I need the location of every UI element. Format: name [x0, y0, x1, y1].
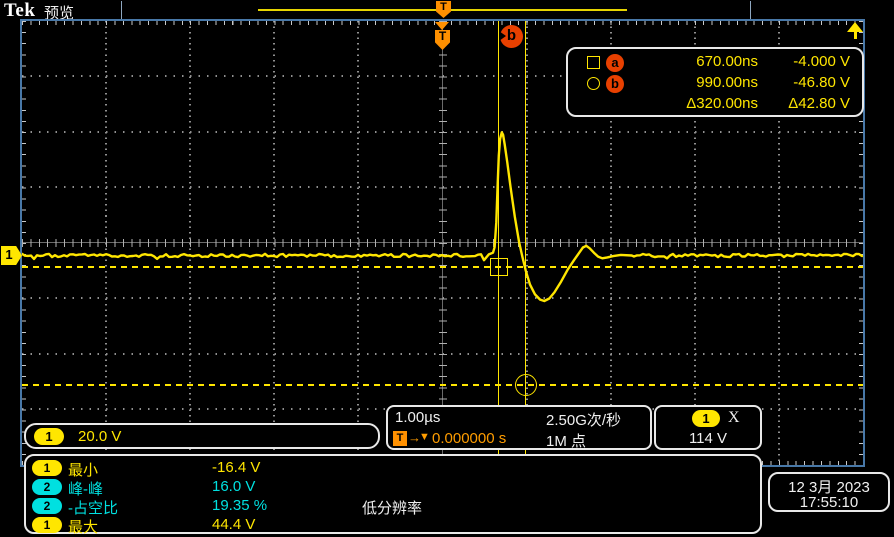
measurement-value: 16.0 V — [212, 478, 256, 495]
top-status-bar: Tek 预览 T — [0, 0, 894, 22]
measurement-label: 最小 — [68, 462, 99, 479]
trigger-position-arrow-icon[interactable] — [435, 22, 449, 30]
channel2-badge: 2 — [32, 498, 62, 514]
trigger-readout-box[interactable]: 1 X 114 V — [654, 405, 762, 450]
measurement-value: -16.4 V — [212, 459, 261, 476]
trigger-source-badge: 1 — [692, 410, 720, 427]
time-label: 17:55:10 — [799, 494, 859, 511]
cursor-readout-box: a 670.00ns -4.000 V b 990.00ns -46.80 V … — [566, 47, 864, 117]
channel1-ground-marker[interactable]: 1 — [1, 246, 22, 265]
measurement-label: 最大 — [68, 519, 99, 536]
square-icon — [587, 56, 600, 69]
date-label: 12 3月 2023 — [788, 479, 870, 496]
channel1-badge: 1 — [34, 428, 64, 445]
low-resolution-warning: 低分辨率 — [362, 500, 423, 517]
acquisition-mode-label: 预览 — [44, 5, 75, 22]
cursor-a-level-line[interactable] — [22, 265, 863, 268]
cursor-b-time: 990.00ns — [696, 74, 758, 91]
measurement-box: 1 最小 -16.4 V 2 峰-峰 16.0 V 2 -占空比 19.35 %… — [24, 454, 762, 536]
cursor-b-line[interactable] — [525, 21, 527, 465]
arrow-right-icon: → — [408, 430, 421, 445]
measurement-label: -占空比 — [68, 500, 118, 517]
cursor-delta-voltage: Δ42.80 V — [788, 95, 850, 112]
trigger-level-offscreen-arrow-stem — [854, 31, 857, 39]
cursor-a-line[interactable] — [498, 21, 500, 465]
trigger-t-icon: T — [393, 431, 407, 446]
center-vertical-axis-ticks — [439, 21, 447, 465]
cursor-b-level-line[interactable] — [22, 384, 863, 387]
graticule-frame: T b — [20, 19, 865, 467]
measurement-row[interactable]: 1 最大 44.4 V — [26, 516, 760, 536]
record-view-trigger-icon[interactable]: T — [436, 1, 451, 18]
trigger-slope-icon: X — [728, 409, 740, 426]
cursor-a-badge: a — [606, 54, 624, 72]
cursor-delta-time: Δ320.00ns — [686, 95, 758, 112]
cursor-a-time: 670.00ns — [696, 53, 758, 70]
channel2-badge: 2 — [32, 479, 62, 495]
trigger-level: 114 V — [688, 430, 728, 447]
trigger-position-time: 0.000000 s — [432, 430, 507, 447]
cursor-b-flag[interactable]: b — [499, 25, 523, 48]
measurement-label: 峰-峰 — [68, 481, 103, 498]
horizontal-readout-box[interactable]: 1.00µs 2.50G次/秒 T → ▼ 0.000000 s 1M 点 — [386, 405, 652, 450]
cursor-b-badge: b — [606, 75, 624, 93]
cursor-a-row: a 670.00ns -4.000 V — [568, 53, 862, 74]
cursor-b-row: b 990.00ns -46.80 V — [568, 74, 862, 95]
channel1-badge: 1 — [32, 460, 62, 476]
trigger-marker-icon: ▼ — [419, 431, 430, 443]
sample-rate: 2.50G次/秒 — [546, 412, 622, 429]
measurement-row[interactable]: 1 最小 -16.4 V — [26, 459, 760, 479]
measurement-value: 19.35 % — [212, 497, 268, 514]
cursor-a-voltage: -4.000 V — [793, 53, 850, 70]
circle-icon — [587, 77, 600, 90]
channel1-waveform — [22, 131, 863, 303]
measurement-row[interactable]: 2 峰-峰 16.0 V — [26, 478, 760, 498]
cursor-a-marker-square[interactable] — [489, 257, 508, 276]
topbar-divider — [121, 1, 122, 20]
record-length: 1M 点 — [546, 433, 587, 450]
trigger-level-offscreen-arrow-icon — [847, 22, 863, 32]
datetime-box: 12 3月 2023 17:55:10 — [768, 472, 890, 512]
topbar-divider — [750, 1, 751, 20]
horizontal-scale: 1.00µs — [395, 409, 441, 426]
measurement-value: 44.4 V — [212, 516, 256, 533]
tek-logo: Tek — [4, 0, 36, 21]
channel1-readout-box[interactable]: 1 20.0 V — [24, 423, 380, 449]
trigger-position-flag[interactable]: T — [435, 30, 450, 50]
channel1-scale: 20.0 V — [78, 428, 122, 445]
measurement-row[interactable]: 2 -占空比 19.35 % 低分辨率 — [26, 497, 760, 517]
cursor-delta-row: Δ320.00ns Δ42.80 V — [568, 95, 862, 116]
cursor-b-marker-circle[interactable] — [514, 374, 537, 397]
channel1-badge: 1 — [32, 517, 62, 533]
cursor-b-voltage: -46.80 V — [793, 74, 850, 91]
